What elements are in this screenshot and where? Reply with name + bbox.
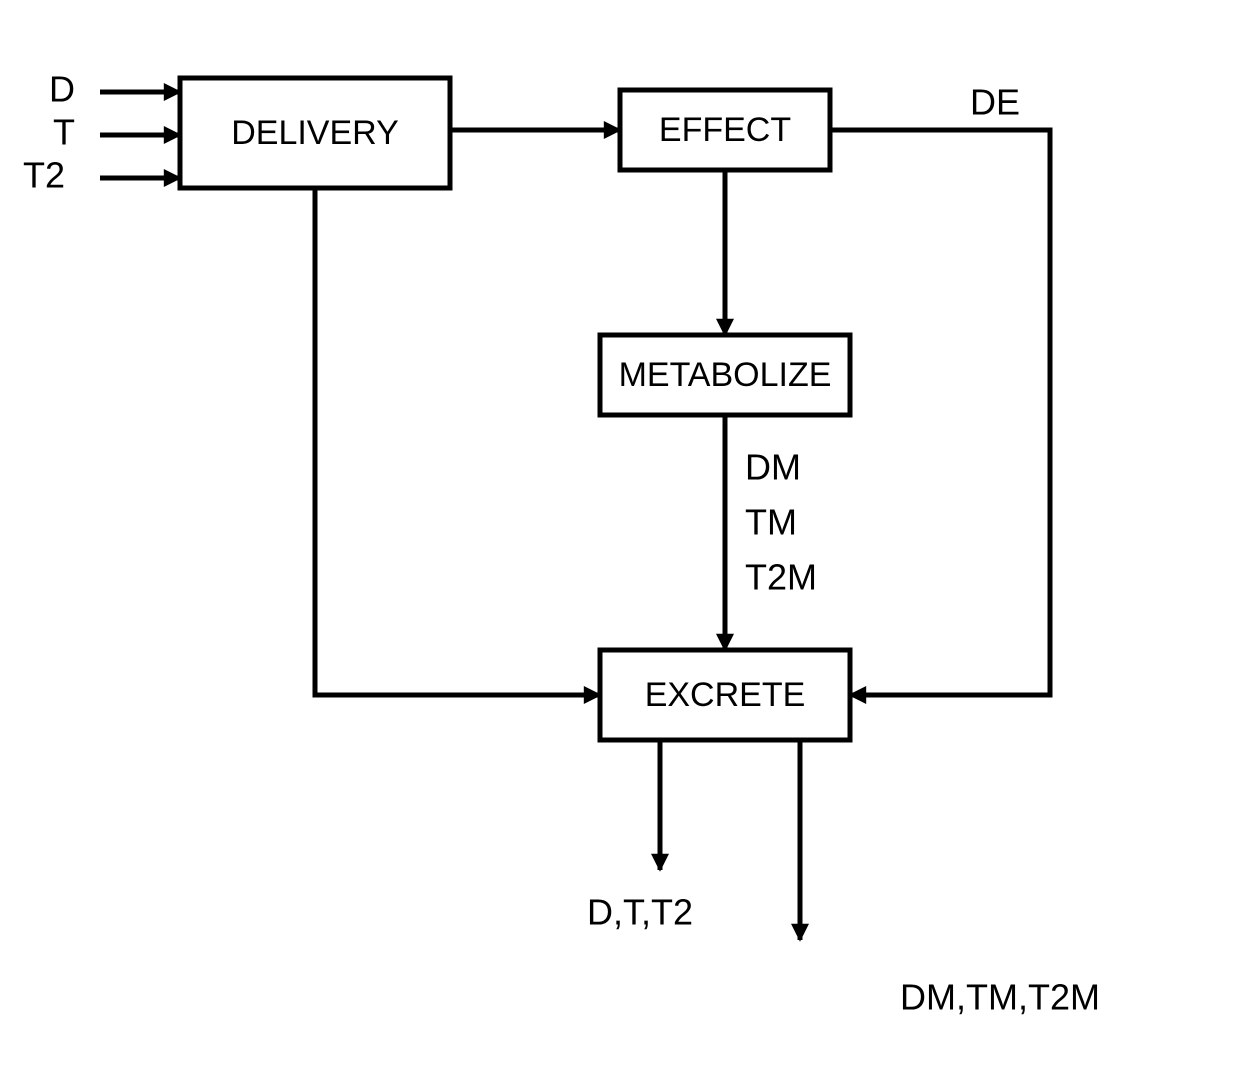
label-dm: DM xyxy=(745,447,801,488)
input-label-t2: T2 xyxy=(23,155,65,196)
label-out-dtt2: D,T,T2 xyxy=(587,892,693,933)
input-label-d: D xyxy=(49,69,75,110)
flowchart-diagram: DTT2 DELIVERY EFFECT METABOLIZE EXCRETE DE DM T… xyxy=(0,0,1240,1087)
label-t2m: T2M xyxy=(745,557,817,598)
label-de: DE xyxy=(970,82,1020,123)
node-label-metabolize: METABOLIZE xyxy=(619,356,832,394)
node-label-delivery: DELIVERY xyxy=(231,114,399,152)
input-label-t: T xyxy=(53,112,75,153)
label-out-dmtmt2m: DM,TM,T2M xyxy=(900,977,1100,1018)
label-tm: TM xyxy=(745,502,797,543)
node-label-effect: EFFECT xyxy=(659,111,791,149)
node-label-excrete: EXCRETE xyxy=(645,676,806,714)
